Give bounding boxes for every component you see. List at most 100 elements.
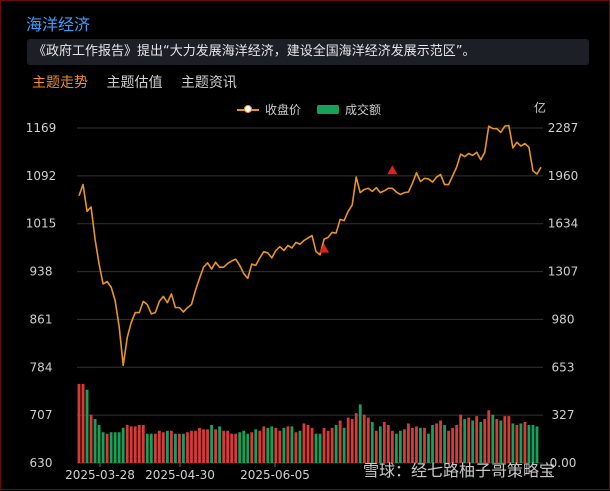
volume-bar: [266, 427, 270, 463]
volume-bar: [141, 424, 145, 463]
volume-bar: [459, 414, 463, 463]
theme-description: 《政府工作报告》提出“大力发展海洋经济，建设全国海洋经济发展示范区”。: [27, 39, 589, 65]
volume-bar: [194, 430, 197, 463]
y-tick-label-right: 0.00: [550, 456, 577, 470]
volume-bar: [121, 427, 125, 463]
tab-theme-news[interactable]: 主题资讯: [180, 75, 237, 91]
volume-bar: [153, 433, 157, 463]
y-tick-label-right: 980: [552, 312, 575, 326]
volume-bar: [475, 416, 479, 463]
volume-bar: [254, 429, 258, 463]
volume-bar: [479, 421, 483, 463]
volume-bar: [346, 417, 350, 463]
legend-item-close-price[interactable]: 收盘价: [237, 101, 301, 118]
volume-bar: [182, 433, 185, 463]
volume-bar: [206, 429, 209, 463]
volume-bar: [222, 430, 226, 463]
volume-bar: [89, 414, 93, 463]
volume-bar: [246, 433, 250, 463]
volume-bar: [447, 430, 451, 463]
volume-bar: [386, 424, 390, 463]
volume-bar: [318, 433, 322, 463]
x-tick-label: 2025-04-30: [145, 468, 215, 482]
volume-bar: [230, 433, 234, 463]
volume-bar: [394, 433, 398, 463]
volume-bar: [527, 424, 531, 463]
volume-bar: [190, 430, 193, 463]
volume-bar: [531, 424, 535, 463]
volume-bar: [270, 426, 274, 463]
legend-label-close-price: 收盘价: [265, 103, 302, 117]
volume-bar: [451, 427, 455, 463]
volume-bar: [93, 419, 97, 463]
volume-bar: [322, 427, 326, 463]
volume-bar: [499, 420, 503, 463]
volume-bar: [374, 430, 378, 463]
volume-bar: [133, 426, 137, 463]
volume-bar: [306, 424, 310, 463]
tab-theme-valuation[interactable]: 主题估值: [106, 75, 163, 91]
y-tick-label-right: 2287: [548, 121, 579, 135]
volume-bar: [278, 430, 282, 463]
y-tick-label-right: 1307: [548, 265, 579, 279]
volume-bar: [274, 427, 278, 463]
legend-label-turnover: 成交额: [345, 103, 382, 117]
volume-bar: [77, 383, 81, 463]
volume-bar: [443, 424, 446, 463]
volume-bar: [294, 432, 298, 463]
volume-bar: [334, 424, 338, 463]
volume-bar: [455, 424, 459, 463]
y-tick-label-right: 653: [552, 360, 575, 374]
volume-bar: [137, 424, 141, 463]
bar-symbol-icon: [317, 105, 340, 114]
right-axis-unit: 亿: [534, 101, 547, 115]
volume-bar: [362, 414, 366, 463]
volume-bar: [81, 383, 85, 463]
y-tick-label-left: 784: [30, 360, 53, 374]
close-price-line: [78, 124, 542, 367]
volume-bar: [471, 420, 475, 463]
volume-bar: [427, 433, 430, 463]
volume-bar: [515, 424, 519, 463]
y-tick-label-left: 1015: [26, 217, 57, 231]
volume-bar: [431, 424, 434, 463]
volume-bar: [105, 433, 109, 463]
volume-bar: [85, 389, 89, 463]
volume-bar: [174, 433, 177, 463]
volume-bar: [117, 432, 121, 463]
volume-bar: [419, 427, 422, 463]
volume-bar: [113, 432, 117, 463]
volume-bar: [326, 430, 330, 463]
volume-bar: [149, 433, 153, 463]
volume-bar: [262, 426, 266, 463]
volume-bar: [186, 432, 189, 463]
volume-bar: [423, 427, 426, 463]
page-title: 海洋经济: [26, 15, 91, 34]
y-tick-label-left: 938: [30, 265, 53, 279]
volume-bar: [210, 424, 213, 463]
volume-bar: [507, 416, 511, 463]
volume-bar: [161, 432, 165, 463]
volume-bar: [402, 429, 406, 463]
y-tick-label-right: 1634: [548, 217, 579, 231]
legend-item-turnover[interactable]: 成交额: [317, 101, 381, 118]
volume-bar: [398, 430, 402, 463]
volume-bar: [435, 423, 438, 463]
y-tick-label-right: 1960: [548, 169, 579, 183]
tab-theme-trend[interactable]: 主题走势: [32, 75, 88, 91]
volume-bar: [282, 427, 286, 463]
volume-bar: [125, 424, 129, 463]
volume-bar: [330, 427, 334, 463]
volume-bar: [523, 421, 527, 463]
volume-bar: [202, 429, 205, 463]
tab-bar: 主题走势 主题估值 主题资讯: [32, 72, 251, 92]
volume-bar: [238, 432, 242, 463]
line-symbol-icon: [237, 104, 259, 113]
chart-legend: 收盘价 成交额: [237, 101, 397, 118]
signal-marker-sell: [387, 165, 398, 175]
volume-bar: [415, 426, 418, 463]
volume-bar: [198, 427, 201, 463]
volume-bar: [358, 404, 362, 463]
volume-bar: [503, 416, 507, 463]
